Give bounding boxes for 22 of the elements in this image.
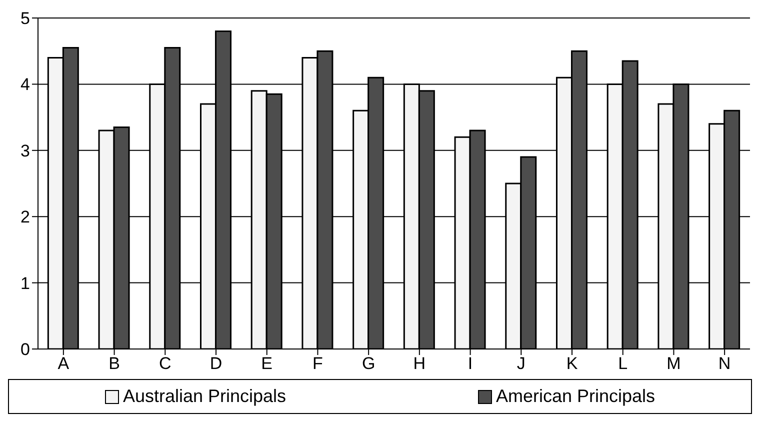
x-tick-label: G [362,354,376,374]
y-tick-label: 4 [20,75,30,94]
x-tick-label: I [468,354,473,374]
x-tick-label: F [312,354,323,374]
x-tick-label: C [159,354,172,374]
x-tick-label: B [108,354,120,374]
x-tick-label: N [718,354,731,374]
y-tick-label: 0 [20,340,30,360]
x-tick-label: A [58,354,70,374]
x-tick-label: M [666,354,681,374]
y-tick-label: 2 [20,208,30,227]
x-tick-label: H [413,354,426,374]
x-tick-label: J [516,354,526,374]
y-tick-label: 5 [20,9,30,28]
x-tick-label: L [618,354,628,374]
y-tick-label: 3 [20,141,30,160]
x-tick-label: E [261,354,273,374]
legend-label: American Principals [496,386,656,407]
x-tick-label: K [566,354,578,374]
legend-label: Australian Principals [122,386,286,407]
x-tick-label: D [210,354,222,374]
y-tick-label: 1 [20,274,30,293]
